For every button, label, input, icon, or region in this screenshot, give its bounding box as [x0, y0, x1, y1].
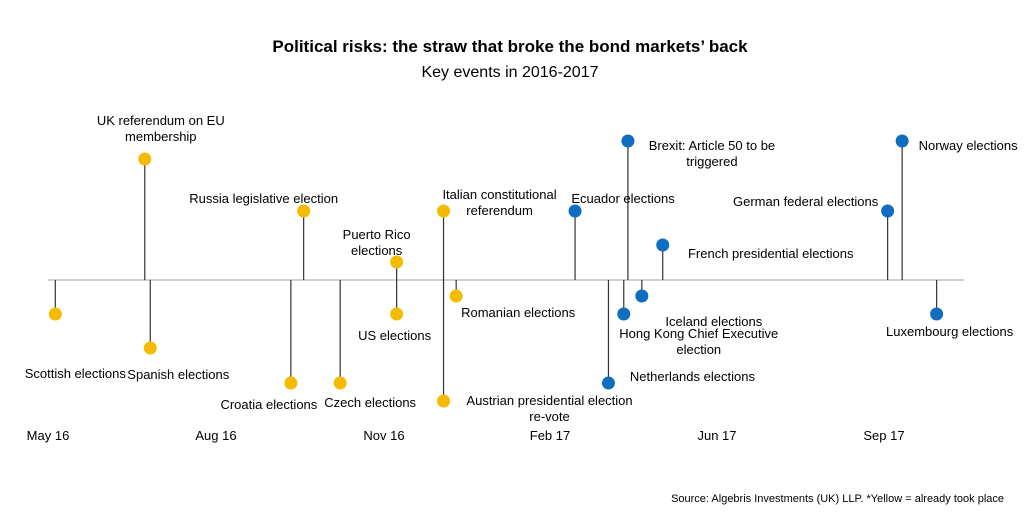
event-label: Spanish elections	[127, 367, 229, 382]
event-marker	[437, 204, 451, 218]
event-label: Romanian elections	[461, 305, 576, 320]
event-marker	[333, 376, 347, 390]
source-note: Source: Algebris Investments (UK) LLP. *…	[671, 493, 1004, 505]
event-label: US elections	[358, 328, 431, 343]
event-marker	[601, 376, 615, 390]
event-marker	[390, 255, 404, 269]
event-marker	[143, 341, 157, 355]
event-label: Scottish elections	[25, 366, 127, 381]
event-label: Czech elections	[324, 395, 416, 410]
event-label: Puerto Rico elections	[343, 227, 411, 258]
event-labels: Scottish elections UK referendum on EU mem…	[25, 113, 1018, 424]
x-tick-labels: May 16 Aug 16 Nov 16 Feb 17 Jun 17 Sep 17	[27, 428, 905, 443]
event-stems	[54, 141, 938, 401]
event-marker	[437, 394, 451, 408]
event-marker	[390, 307, 404, 321]
x-tick-label: Aug 16	[195, 428, 236, 443]
event-label: Ecuador elections	[571, 191, 675, 206]
x-tick-label: Nov 16	[363, 428, 404, 443]
event-marker	[617, 307, 631, 321]
event-marker	[881, 204, 895, 218]
event-marker	[568, 204, 582, 218]
event-marker	[621, 134, 635, 148]
event-marker	[284, 376, 298, 390]
event-marker	[635, 289, 649, 303]
event-label: Luxembourg elections	[886, 324, 1014, 339]
event-label: Croatia elections	[220, 397, 317, 412]
event-label: Iceland elections	[665, 314, 762, 329]
event-marker	[449, 289, 463, 303]
event-label: Brexit: Article 50 to be triggered	[649, 138, 775, 169]
chart-subtitle: Key events in 2016-2017	[421, 64, 598, 81]
event-label: German federal elections	[733, 194, 879, 209]
event-markers	[48, 134, 944, 408]
event-marker	[297, 204, 311, 218]
event-marker	[895, 134, 909, 148]
event-label: Hong Kong Chief Executive election	[619, 326, 778, 357]
x-tick-label: Sep 17	[863, 428, 904, 443]
event-label: French presidential elections	[688, 246, 854, 261]
chart-title: Political risks: the straw that broke th…	[272, 37, 748, 56]
event-label: Netherlands elections	[630, 369, 756, 384]
event-label: Russia legislative election	[189, 191, 338, 206]
event-marker	[930, 307, 944, 321]
x-tick-label: Jun 17	[697, 428, 736, 443]
event-marker	[138, 152, 152, 166]
event-marker	[656, 238, 670, 252]
event-label: Austrian presidential election re-vote	[466, 393, 632, 424]
event-label: Italian constitutional referendum	[442, 187, 556, 218]
event-label: Norway elections	[919, 138, 1018, 153]
event-marker	[48, 307, 62, 321]
event-label: UK referendum on EU membership	[97, 113, 225, 144]
x-tick-label: Feb 17	[530, 428, 570, 443]
x-tick-label: May 16	[27, 428, 70, 443]
